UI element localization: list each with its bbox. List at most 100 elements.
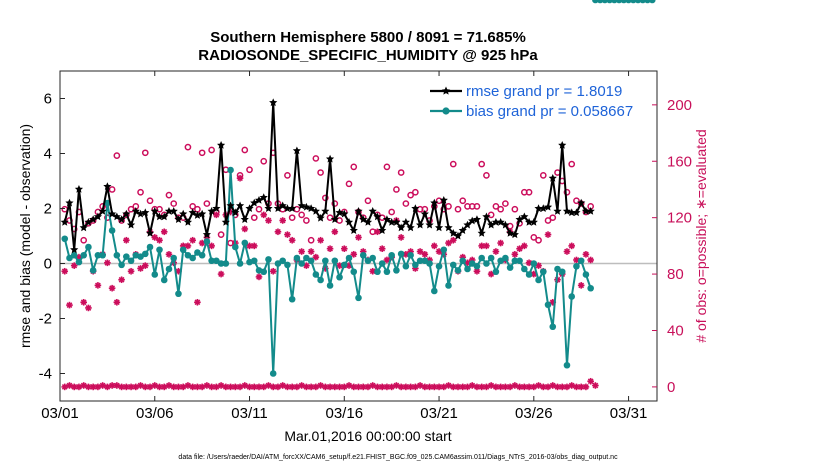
rmse-point — [434, 223, 444, 232]
obs-possible-marker — [563, 188, 571, 196]
obs-evaluated-marker-stroke — [279, 217, 286, 224]
obs-evaluated-marker — [189, 236, 196, 244]
y2-tick-label: 160 — [667, 153, 692, 170]
obs-evaluated-marker — [137, 265, 144, 272]
obs-evaluated-marker-stroke — [161, 228, 168, 235]
obs-evaluated-marker-stroke — [289, 237, 296, 244]
obs-evaluated-bottom-marker-stroke — [218, 382, 224, 389]
obs-evaluated-bottom-marker — [288, 383, 296, 391]
obs-evaluated-bottom-marker-stroke — [175, 383, 182, 390]
obs-evaluated-marker — [492, 248, 500, 255]
rmse-point — [340, 209, 349, 218]
obs-evaluated-marker-stroke — [66, 302, 73, 309]
rmse-point — [416, 220, 425, 229]
obs-evaluated-bottom-marker-stroke — [85, 383, 92, 390]
bias-point — [412, 261, 419, 269]
obs-possible-marker — [312, 155, 320, 162]
bias-point — [293, 254, 301, 262]
obs-evaluated-marker — [184, 242, 192, 250]
obs-evaluated-marker-stroke — [142, 262, 149, 269]
obs-evaluated-bottom-marker-stroke — [445, 382, 452, 389]
obs-evaluated-marker-stroke — [493, 248, 499, 255]
obs-evaluated-bottom-marker — [118, 383, 125, 391]
legend-bias-label: bias grand pr = 0.058667 — [466, 103, 633, 120]
obs-evaluated-bottom-marker — [222, 383, 230, 391]
obs-evaluated-bottom-marker-stroke — [265, 382, 272, 389]
bias-point — [127, 257, 135, 265]
obs-possible-marker — [407, 191, 414, 199]
obs-evaluated-bottom-marker — [592, 382, 599, 389]
obs-evaluated-bottom-marker-stroke — [194, 383, 201, 390]
obs-evaluated-marker-stroke — [568, 242, 575, 249]
x-tick-label: 03/01 — [41, 405, 79, 422]
bias-point — [279, 257, 286, 265]
obs-evaluated-marker — [279, 217, 286, 224]
obs-evaluated-marker-stroke — [298, 248, 305, 255]
obs-evaluated-bottom-marker-stroke — [469, 382, 476, 389]
y-axis-label: rmse and bias (model - observation) — [17, 124, 33, 348]
obs-possible-marker — [445, 203, 452, 210]
obs-evaluated-bottom-marker-stroke — [526, 383, 532, 390]
obs-evaluated-marker-stroke — [526, 259, 532, 266]
obs-evaluated-bottom-marker-stroke — [493, 383, 499, 390]
obs-evaluated-bottom-marker-stroke — [128, 383, 134, 390]
bias-point — [369, 254, 377, 262]
obs-possible-marker — [317, 169, 324, 176]
obs-possible-marker — [454, 205, 462, 213]
bias-point — [241, 239, 249, 247]
obs-evaluated-bottom-marker-stroke — [118, 383, 125, 390]
obs-evaluated-marker — [521, 242, 528, 250]
obs-evaluated-bottom-marker — [194, 383, 201, 391]
obs-evaluated-marker-stroke — [137, 265, 144, 272]
obs-evaluated-marker-stroke — [308, 248, 315, 255]
obs-evaluated-marker — [70, 262, 78, 269]
rmse-point — [207, 206, 216, 215]
obs-evaluated-bottom-marker-stroke — [151, 382, 158, 389]
obs-possible-marker — [573, 197, 580, 205]
bias-point — [464, 265, 471, 273]
rmse-point — [316, 213, 325, 222]
obs-evaluated-marker-stroke — [237, 175, 243, 182]
obs-evaluated-marker — [208, 242, 215, 250]
obs-evaluated-marker-stroke — [109, 285, 116, 292]
obs-evaluated-bottom-marker-stroke — [256, 383, 262, 390]
obs-evaluated-marker-stroke — [445, 240, 452, 246]
rmse-point — [363, 217, 373, 226]
obs-evaluated-bottom-marker-stroke — [398, 383, 405, 390]
obs-evaluated-bottom-marker-stroke — [568, 382, 575, 389]
obs-evaluated-bottom-marker-stroke — [393, 382, 400, 389]
rmse-point — [411, 204, 420, 212]
obs-evaluated-bottom-marker-stroke — [284, 383, 291, 390]
rmse-point — [425, 220, 434, 229]
rmse-point — [406, 223, 415, 232]
rmse-point — [89, 215, 98, 223]
obs-evaluated-bottom-marker — [383, 383, 391, 391]
bias-point — [431, 287, 438, 295]
obs-evaluated-marker-stroke — [213, 211, 220, 218]
obs-possible-marker — [203, 200, 211, 207]
obs-evaluated-marker — [213, 211, 220, 219]
rmse-point — [84, 217, 93, 226]
bias-point — [587, 284, 594, 292]
obs-evaluated-bottom-marker — [374, 383, 381, 391]
y-tick-label: 0 — [44, 256, 52, 273]
rmse-point — [548, 173, 557, 182]
obs-evaluated-marker — [156, 236, 163, 244]
obs-evaluated-bottom-marker-stroke — [308, 383, 315, 390]
obs-evaluated-bottom-marker — [454, 383, 462, 391]
obs-possible-marker — [331, 200, 339, 207]
obs-evaluated-bottom-marker-stroke — [578, 383, 585, 390]
bias-point — [544, 301, 552, 309]
rmse-point — [430, 198, 439, 207]
rmse-point — [65, 198, 74, 207]
obs-evaluated-bottom-marker-stroke — [511, 382, 518, 389]
bias-point — [549, 323, 557, 331]
rmse-point — [74, 184, 84, 193]
obs-evaluated-bottom-marker-stroke — [80, 382, 87, 389]
obs-possible-marker — [303, 217, 310, 224]
obs-evaluated-marker-stroke — [95, 282, 101, 289]
obs-possible-marker — [412, 188, 419, 196]
obs-evaluated-bottom-marker — [402, 383, 410, 391]
bias-point — [170, 254, 178, 262]
x-axis-ticks: 03/01 03/06 03/11 03/16 03/21 03/26 03/31 — [41, 71, 647, 422]
